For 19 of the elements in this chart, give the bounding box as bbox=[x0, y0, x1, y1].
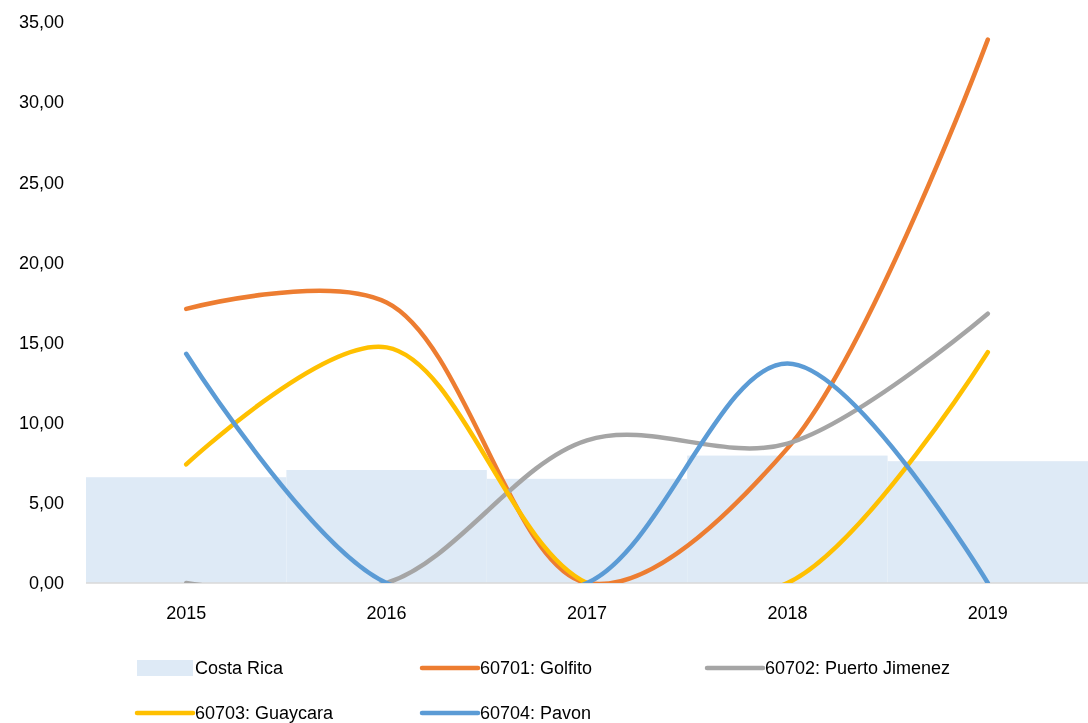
x-tick-label: 2017 bbox=[566, 603, 608, 623]
y-tick-label: 0,00 bbox=[28, 573, 64, 594]
x-tick-label: 2018 bbox=[767, 603, 808, 623]
x-tick-label: 2016 bbox=[366, 603, 407, 623]
y-tick-label: 30,00 bbox=[18, 92, 64, 113]
legend-label: 60703: Guaycara bbox=[195, 703, 335, 723]
y-tick-label: 25,00 bbox=[18, 172, 64, 193]
legend-label: 60704: Pavon bbox=[480, 703, 592, 723]
legend-label: 60702: Puerto Jimenez bbox=[765, 658, 951, 679]
x-tick-label: 2015 bbox=[166, 603, 207, 623]
legend-label: 60701: Golfito bbox=[480, 658, 593, 679]
y-tick-label: 35,00 bbox=[18, 12, 64, 33]
y-tick-label: 5,00 bbox=[28, 493, 64, 514]
legend-label: Costa Rica bbox=[195, 658, 285, 679]
y-tick-label: 20,00 bbox=[18, 252, 64, 273]
y-tick-label: 15,00 bbox=[18, 332, 64, 353]
x-tick-label: 2019 bbox=[967, 603, 1008, 623]
y-tick-label: 10,00 bbox=[18, 413, 64, 434]
line-series bbox=[183, 37, 991, 583]
